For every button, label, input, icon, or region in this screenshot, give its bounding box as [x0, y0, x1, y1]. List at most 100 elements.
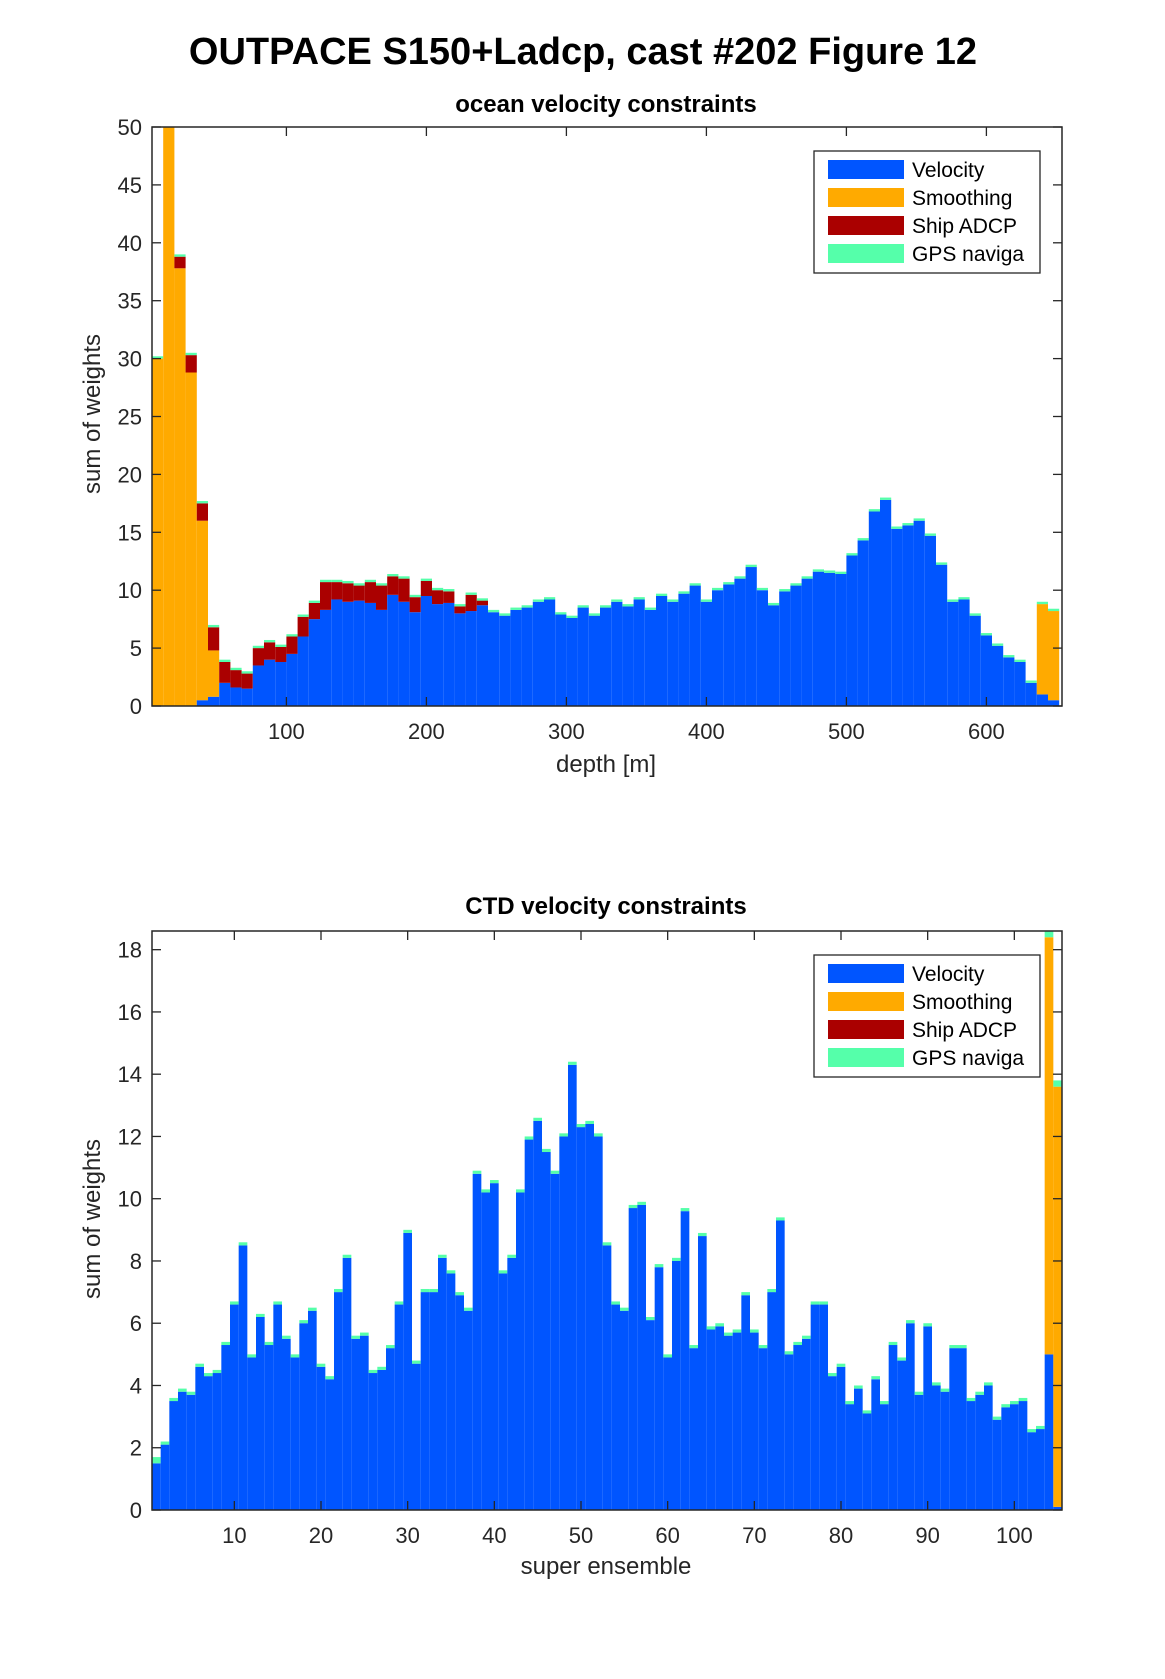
bar-gps-naviga: [835, 571, 847, 574]
bar-velocity: [689, 1348, 698, 1510]
y-tick-label: 18: [118, 938, 142, 963]
bar-velocity: [247, 1357, 256, 1510]
legend-label-ship-adcp: Ship ADCP: [912, 215, 1017, 238]
bar-gps-naviga: [812, 569, 824, 572]
legend-label-ship-adcp: Ship ADCP: [912, 1019, 1017, 1042]
x-tick-label: 50: [569, 1523, 593, 1548]
bar-gps-naviga: [756, 587, 768, 591]
bar-velocity: [264, 1345, 274, 1510]
bar-gps-naviga: [622, 604, 634, 607]
y-axis-label: sum of weights: [79, 1139, 106, 1299]
bar-velocity: [897, 1360, 906, 1510]
bar-gps-naviga: [854, 1385, 863, 1389]
bar-gps-naviga: [801, 576, 813, 579]
bar-gps-naviga: [1003, 655, 1015, 658]
bar-gps-naviga: [633, 597, 645, 600]
bar-smoothing: [1048, 611, 1060, 701]
bar-gps-naviga: [600, 605, 612, 608]
bar-gps-naviga: [712, 587, 724, 591]
legend-label-gps-naviga: GPS naviga: [912, 243, 1024, 266]
y-tick-label: 25: [118, 405, 142, 430]
bar-velocity: [845, 1404, 854, 1510]
bar-gps-naviga: [316, 1363, 326, 1367]
bar-velocity: [368, 1373, 378, 1510]
bar-velocity: [230, 1304, 239, 1510]
bar-gps-naviga: [750, 1329, 759, 1333]
bar-velocity: [620, 1310, 629, 1510]
bar-velocity: [779, 591, 791, 706]
bar-gps-naviga: [620, 1307, 629, 1311]
bar-gps-naviga: [966, 1397, 976, 1402]
bar-gps-naviga: [160, 1441, 170, 1445]
bar-gps-naviga: [980, 633, 992, 636]
bar-gps-naviga: [429, 1288, 438, 1293]
bar-gps-naviga: [256, 1313, 265, 1317]
bar-gps-naviga: [810, 1301, 820, 1305]
bar-velocity: [906, 1323, 915, 1510]
bar-gps-naviga: [264, 1341, 274, 1346]
x-tick-label: 10: [222, 1523, 246, 1548]
bar-velocity: [275, 662, 287, 706]
y-tick-label: 10: [118, 578, 142, 603]
y-tick-label: 15: [118, 520, 142, 545]
bar-velocity: [750, 1332, 759, 1510]
bar-gps-naviga: [247, 1354, 256, 1358]
bar-gps-naviga: [412, 1360, 421, 1364]
bar-velocity: [862, 1413, 872, 1510]
bar-ship-adcp: [286, 636, 298, 654]
bar-gps-naviga: [290, 1354, 300, 1358]
bar-velocity: [923, 1326, 932, 1510]
bar-velocity: [880, 499, 892, 706]
bar-gps-naviga: [364, 579, 376, 583]
bar-gps-naviga: [476, 598, 488, 601]
bar-velocity: [342, 601, 354, 706]
bar-gps-naviga: [230, 667, 242, 671]
bar-velocity: [913, 520, 925, 706]
y-tick-label: 35: [118, 289, 142, 314]
bar-velocity: [793, 1345, 802, 1510]
bar-velocity: [602, 1245, 612, 1510]
bar-velocity: [282, 1338, 291, 1510]
bar-velocity: [776, 1220, 785, 1510]
bar-velocity: [1044, 1354, 1054, 1510]
bar-velocity: [455, 1295, 464, 1510]
bar-gps-naviga: [521, 605, 533, 608]
bar-velocity: [768, 605, 780, 706]
bar-gps-naviga: [767, 1288, 776, 1293]
bar-velocity: [646, 1320, 655, 1510]
bar-gps-naviga: [958, 1345, 967, 1349]
axes-layer: 100 200 300 400 500 600 0 5 10 15 20 25 30 35 40 45 50: [118, 115, 1063, 744]
bar-gps-naviga: [932, 1382, 941, 1386]
x-tick-label: 70: [742, 1523, 766, 1548]
bar-velocity: [325, 1379, 334, 1510]
bar-velocity: [429, 1292, 438, 1510]
bar-velocity: [712, 590, 724, 706]
bar-gps-naviga: [568, 1061, 577, 1065]
bar-gps-naviga: [195, 1363, 204, 1367]
bar-velocity: [195, 1366, 204, 1510]
bar-velocity: [857, 540, 869, 706]
bar-gps-naviga: [969, 613, 981, 616]
bar-gps-naviga: [252, 645, 264, 649]
x-tick-label: 90: [915, 1523, 939, 1548]
bar-gps-naviga: [880, 1401, 889, 1405]
bar-gps-naviga: [488, 609, 500, 613]
bar-gps-naviga: [403, 1229, 412, 1233]
bar-gps-naviga: [656, 593, 668, 596]
bar-velocity: [819, 1304, 828, 1510]
bar-gps-naviga: [342, 1254, 352, 1258]
bar-velocity: [160, 1444, 170, 1510]
bar-ship-adcp: [174, 256, 186, 269]
bar-gps-naviga: [888, 1341, 898, 1346]
bar-velocity: [984, 1385, 993, 1510]
bar-velocity: [966, 1401, 976, 1510]
bar-gps-naviga: [398, 576, 410, 579]
bar-velocity: [464, 1310, 473, 1510]
bar-gps-naviga: [715, 1323, 724, 1327]
bar-velocity: [715, 1326, 724, 1510]
bar-velocity: [1036, 694, 1048, 706]
bar-gps-naviga: [940, 1388, 950, 1392]
bar-velocity: [273, 1304, 282, 1510]
bar-gps-naviga: [897, 1357, 906, 1361]
bar-gps-naviga: [443, 589, 455, 592]
